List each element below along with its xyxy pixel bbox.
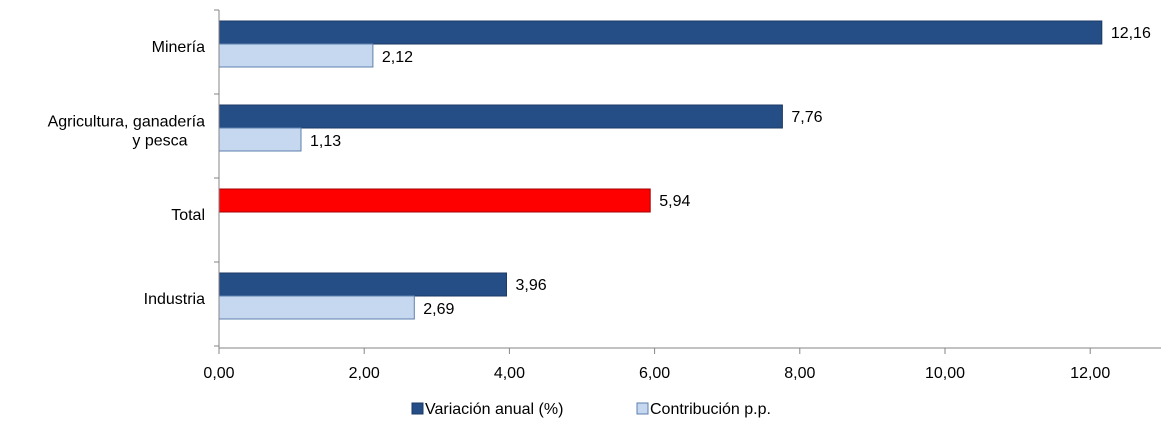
legend-label-variacion: Variación anual (%) bbox=[425, 401, 563, 418]
x-tick-label: 2,00 bbox=[349, 365, 380, 382]
bars bbox=[218, 20, 1103, 320]
axes: 0,00 2,00 4,00 6,00 8,00 10,00 12,00 bbox=[203, 9, 1161, 382]
legend: Variación anual (%) Contribución p.p. bbox=[411, 401, 771, 418]
category-labels: Minería Agricultura, ganadería y pesca Tota… bbox=[48, 39, 206, 308]
bar-total-2 bbox=[218, 188, 651, 213]
legend-swatch-variacion bbox=[411, 402, 424, 415]
category-label-2: Total bbox=[171, 207, 205, 224]
bar-variacion-0 bbox=[218, 20, 1103, 45]
x-tick-label: 4,00 bbox=[494, 365, 525, 382]
x-tick-label: 12,00 bbox=[1070, 365, 1110, 382]
bar-contribucion-0 bbox=[218, 43, 374, 68]
category-label-1: Agricultura, ganadería y pesca bbox=[48, 114, 206, 150]
data-label-variacion-0: 12,16 bbox=[1111, 25, 1151, 42]
category-label-line: y pesca bbox=[132, 133, 187, 150]
category-label-line: Total bbox=[171, 207, 205, 224]
bar-variacion-1 bbox=[218, 104, 783, 129]
bar-contribucion-3 bbox=[218, 295, 415, 320]
category-label-0: Minería bbox=[152, 39, 205, 56]
data-labels: 12,16 2,12 7,76 1,13 5,94 3,96 2,69 bbox=[310, 25, 1151, 318]
x-tick-label: 0,00 bbox=[203, 365, 234, 382]
legend-swatch-contribucion bbox=[636, 402, 649, 415]
category-label-3: Industria bbox=[144, 291, 205, 308]
category-label-line: Agricultura, ganadería bbox=[48, 114, 206, 131]
bar-variacion-3 bbox=[218, 272, 507, 297]
category-label-line: Industria bbox=[144, 291, 205, 308]
x-tick-label: 10,00 bbox=[925, 365, 965, 382]
data-label-contribucion-1: 1,13 bbox=[310, 133, 341, 150]
legend-label-contribucion: Contribución p.p. bbox=[650, 401, 771, 418]
data-label-variacion-2: 5,94 bbox=[659, 193, 690, 210]
data-label-variacion-1: 7,76 bbox=[791, 109, 822, 126]
data-label-variacion-3: 3,96 bbox=[515, 277, 546, 294]
x-tick-label: 6,00 bbox=[639, 365, 670, 382]
bar-contribucion-1 bbox=[218, 127, 302, 152]
category-label-line: Minería bbox=[152, 39, 205, 56]
data-label-contribucion-3: 2,69 bbox=[423, 301, 454, 318]
data-label-contribucion-0: 2,12 bbox=[382, 49, 413, 66]
x-tick-label: 8,00 bbox=[784, 365, 815, 382]
